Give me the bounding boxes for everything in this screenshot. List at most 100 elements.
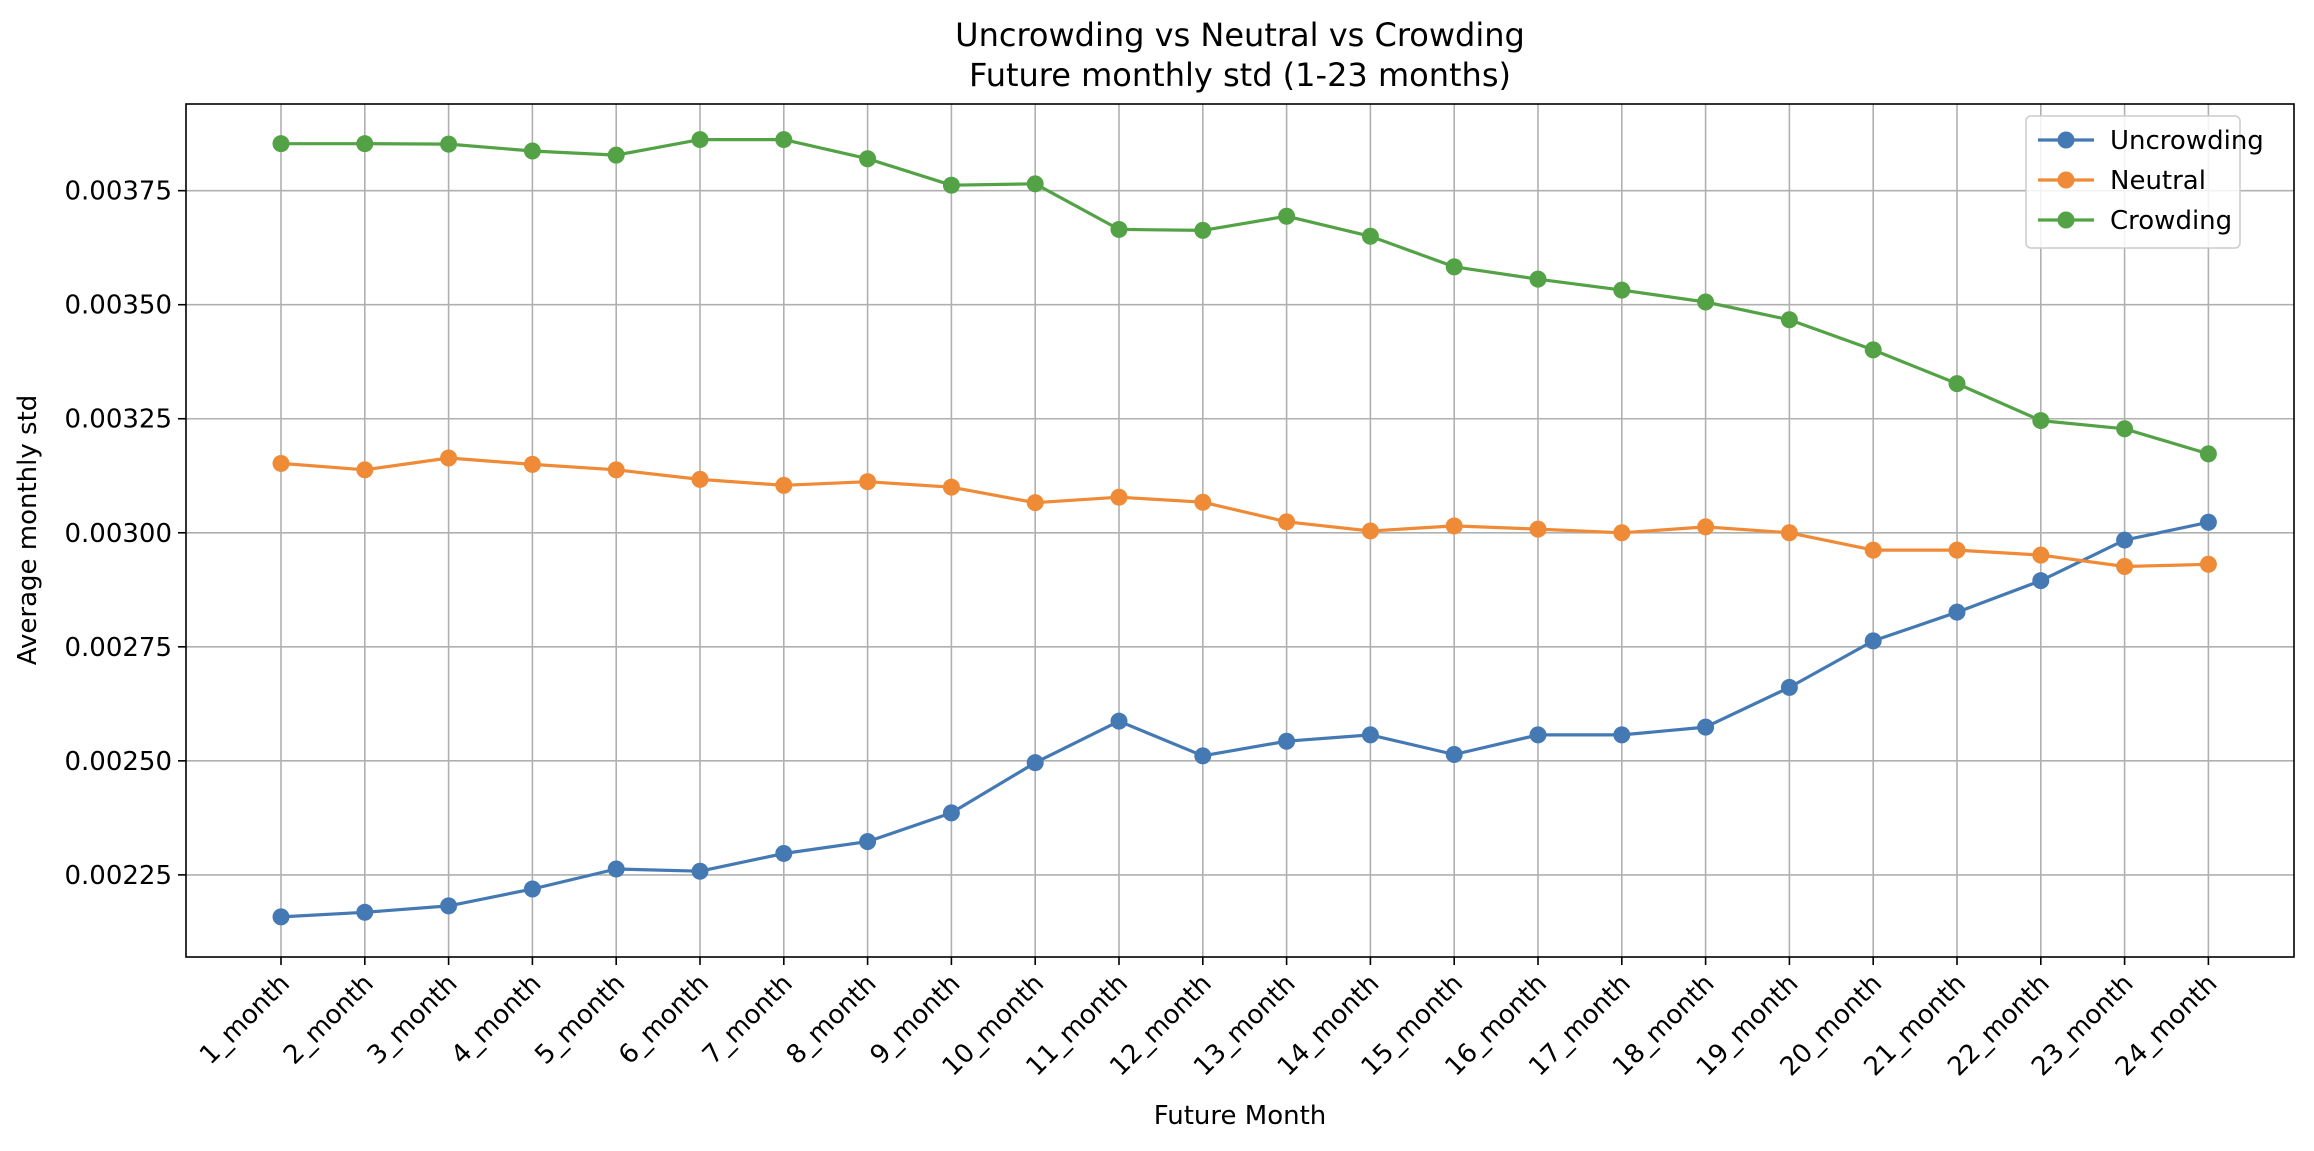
crowding-data-point	[2199, 445, 2217, 463]
crowding-data-point	[691, 131, 709, 149]
neutral-data-point	[942, 478, 960, 496]
neutral-data-point	[1194, 493, 1212, 511]
neutral-data-point	[607, 461, 625, 479]
crowding-data-point	[272, 135, 290, 153]
uncrowding-data-point	[859, 833, 877, 851]
neutral-data-point	[1529, 520, 1547, 538]
neutral-data-point	[2032, 546, 2050, 564]
uncrowding-data-point	[691, 862, 709, 880]
x-tick-label: 5_month	[529, 969, 631, 1071]
legend-crowding-label: Crowding	[2110, 206, 2232, 236]
legend-box	[2025, 115, 2241, 249]
crowding-data-point	[942, 176, 960, 194]
neutral-data-point	[1026, 494, 1044, 512]
crowding-data-point	[356, 135, 374, 153]
uncrowding-data-point	[356, 903, 374, 921]
y-tick-label: 0.00325	[64, 405, 172, 435]
series-lines	[272, 131, 2217, 926]
x-tick-label: 8_month	[781, 969, 883, 1071]
uncrowding-data-point	[2032, 572, 2050, 590]
uncrowding-data-point	[1278, 732, 1296, 750]
crowding-data-point	[1278, 207, 1296, 225]
crowding-data-point	[859, 150, 877, 168]
plot-area-frame	[185, 103, 2295, 958]
y-tick-label: 0.00250	[64, 747, 172, 777]
neutral-data-point	[2116, 558, 2134, 576]
neutral-data-point	[356, 461, 374, 479]
crowding-data-point	[1110, 220, 1128, 238]
neutral-data-point	[440, 449, 458, 467]
uncrowding-data-point	[1697, 718, 1715, 736]
neutral-data-point	[1613, 524, 1631, 542]
x-tick-label: 3_month	[362, 969, 464, 1071]
neutral-data-point	[1110, 488, 1128, 506]
crowding-data-point	[775, 131, 793, 149]
x-tick-label: 7_month	[697, 969, 799, 1071]
crowding-data-point	[1361, 227, 1379, 245]
crowding-data-point	[440, 135, 458, 153]
legend-crowding-marker	[2057, 211, 2075, 229]
neutral-data-point	[859, 473, 877, 491]
y-axis-label: Average monthly std	[13, 395, 43, 666]
crowding-data-point	[2116, 420, 2134, 438]
uncrowding-data-point	[2199, 513, 2217, 531]
y-tick-label: 0.00300	[64, 519, 172, 549]
legend: Uncrowding Neutral Crowding	[2025, 115, 2264, 249]
chart-title: Uncrowding vs Neutral vs Crowding	[955, 16, 1525, 54]
uncrowding-data-point	[440, 897, 458, 915]
neutral-data-point	[1780, 524, 1798, 542]
uncrowding-data-point	[1026, 754, 1044, 772]
uncrowding-series-line	[280, 520, 2209, 919]
uncrowding-data-point	[775, 844, 793, 862]
neutral-data-point	[523, 455, 541, 473]
crowding-data-point	[1529, 270, 1547, 288]
crowding-data-point	[607, 146, 625, 164]
crowding-data-point	[1948, 375, 1966, 393]
uncrowding-data-point	[1194, 747, 1212, 765]
neutral-series-line	[280, 456, 2209, 569]
uncrowding-data-point	[607, 860, 625, 878]
crowding-data-point	[1194, 221, 1212, 239]
crowding-data-point	[1445, 258, 1463, 276]
x-tick-label: 4_month	[446, 969, 548, 1071]
uncrowding-data-point	[523, 880, 541, 898]
neutral-data-point	[272, 454, 290, 472]
crowding-data-point	[1026, 175, 1044, 193]
crowding-data-point	[1697, 293, 1715, 311]
legend-neutral-label: Neutral	[2110, 166, 2206, 196]
uncrowding-data-point	[272, 908, 290, 926]
uncrowding-data-point	[942, 804, 960, 822]
legend-uncrowding-label: Uncrowding	[2110, 126, 2264, 156]
uncrowding-data-point	[1948, 603, 1966, 621]
x-tick-label: 2_month	[278, 969, 380, 1071]
crowding-data-point	[1864, 341, 1882, 359]
y-tick-label: 0.00350	[64, 291, 172, 321]
uncrowding-data-point	[1361, 726, 1379, 744]
uncrowding-data-point	[1864, 632, 1882, 650]
y-tick-label: 0.00275	[64, 633, 172, 663]
crowding-data-point	[1780, 311, 1798, 329]
legend-uncrowding-marker	[2057, 131, 2075, 149]
crowding-data-point	[1613, 281, 1631, 299]
uncrowding-data-point	[1445, 745, 1463, 763]
uncrowding-data-point	[2116, 531, 2134, 549]
crowding-data-point	[523, 142, 541, 160]
neutral-data-point	[1697, 518, 1715, 536]
y-tick-label: 0.00375	[64, 177, 172, 207]
neutral-data-point	[1278, 513, 1296, 531]
crowding-data-point	[2032, 412, 2050, 430]
neutral-data-point	[1445, 517, 1463, 535]
neutral-data-point	[1948, 541, 1966, 559]
y-tick-label: 0.00225	[64, 861, 172, 891]
uncrowding-data-point	[1613, 726, 1631, 744]
legend-neutral-marker	[2057, 171, 2075, 189]
crowding-series-line	[281, 138, 2209, 456]
uncrowding-data-point	[1529, 726, 1547, 744]
chart-subtitle: Future monthly std (1-23 months)	[969, 56, 1511, 94]
grid	[186, 104, 2294, 957]
x-tick-label: 1_month	[194, 969, 296, 1071]
uncrowding-data-point	[1110, 712, 1128, 730]
neutral-data-point	[691, 470, 709, 488]
